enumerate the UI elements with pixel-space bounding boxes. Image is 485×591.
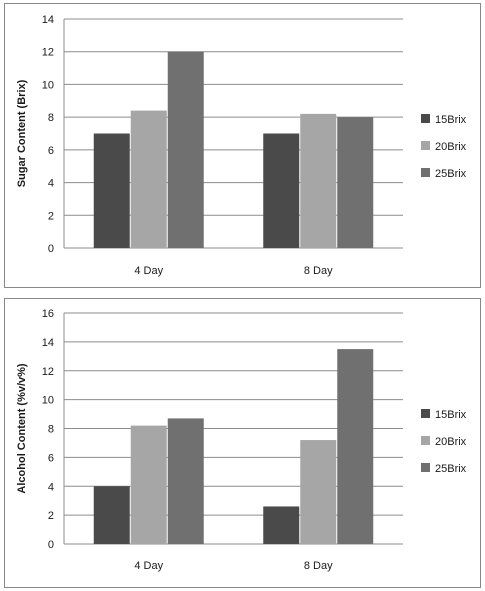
y-tick-label: 2 bbox=[48, 210, 54, 222]
alcohol-chart-panel: 0 2 4 6 8 10 12 14 16 Alcohol Content (%v/v%) 4 Da… bbox=[4, 298, 481, 588]
bar-20brix-4-day bbox=[130, 110, 167, 248]
legend-label: 15Brix bbox=[435, 409, 467, 421]
bar-15brix-4-day bbox=[93, 486, 130, 544]
y-tick-label: 12 bbox=[42, 366, 54, 378]
bar-20brix-8-day bbox=[300, 113, 337, 248]
y-tick-label: 12 bbox=[42, 47, 54, 59]
legend-label: 25Brix bbox=[435, 463, 467, 475]
y-tick-label: 10 bbox=[42, 395, 54, 407]
bar-25brix-8-day bbox=[337, 349, 374, 544]
y-tick-label: 14 bbox=[42, 14, 54, 26]
x-category-label: 8 Day bbox=[304, 560, 333, 572]
y-tick-label: 0 bbox=[48, 243, 54, 255]
y-tick-label: 14 bbox=[42, 337, 54, 349]
bar-20brix-8-day bbox=[300, 440, 337, 544]
y-tick-label: 0 bbox=[48, 539, 54, 551]
bar-15brix-8-day bbox=[263, 506, 300, 544]
legend-label: 20Brix bbox=[435, 141, 467, 153]
legend-label: 20Brix bbox=[435, 436, 467, 448]
y-tick-label: 16 bbox=[42, 308, 54, 320]
bar-15brix-4-day bbox=[93, 133, 130, 248]
bar-25brix-4-day bbox=[167, 51, 204, 248]
bar-25brix-8-day bbox=[337, 117, 374, 249]
y-tick-label: 2 bbox=[48, 510, 54, 522]
bar-15brix-8-day bbox=[263, 133, 300, 248]
legend-swatch bbox=[421, 409, 430, 418]
legend-swatch bbox=[421, 168, 430, 177]
x-category-label: 4 Day bbox=[134, 560, 163, 572]
sugar-content-chart: 0 2 4 6 8 10 12 14 Sugar Content (Brix) 4 Day 8 Da… bbox=[16, 14, 467, 277]
legend-swatch bbox=[421, 436, 430, 445]
legend-label: 25Brix bbox=[435, 168, 467, 180]
bar-25brix-4-day bbox=[167, 418, 204, 544]
alcohol-content-chart: 0 2 4 6 8 10 12 14 16 Alcohol Content (%v/v%) 4 Da… bbox=[16, 308, 467, 572]
sugar-chart-panel: 0 2 4 6 8 10 12 14 Sugar Content (Brix) 4 Day 8 Da… bbox=[4, 3, 481, 288]
bar-20brix-4-day bbox=[130, 425, 167, 544]
y-axis-title: Alcohol Content (%v/v%) bbox=[16, 363, 28, 494]
y-tick-label: 6 bbox=[48, 452, 54, 464]
y-axis-title: Sugar Content (Brix) bbox=[16, 79, 28, 187]
x-category-label: 8 Day bbox=[304, 265, 333, 277]
y-tick-label: 10 bbox=[42, 79, 54, 91]
y-tick-label: 8 bbox=[48, 112, 54, 124]
legend-swatch bbox=[421, 463, 430, 472]
legend-label: 15Brix bbox=[435, 114, 467, 126]
y-tick-label: 4 bbox=[48, 178, 54, 190]
y-tick-label: 8 bbox=[48, 424, 54, 436]
legend-swatch bbox=[421, 114, 430, 123]
y-tick-label: 4 bbox=[48, 481, 54, 493]
y-tick-label: 6 bbox=[48, 145, 54, 157]
legend-swatch bbox=[421, 141, 430, 150]
x-category-label: 4 Day bbox=[134, 265, 163, 277]
